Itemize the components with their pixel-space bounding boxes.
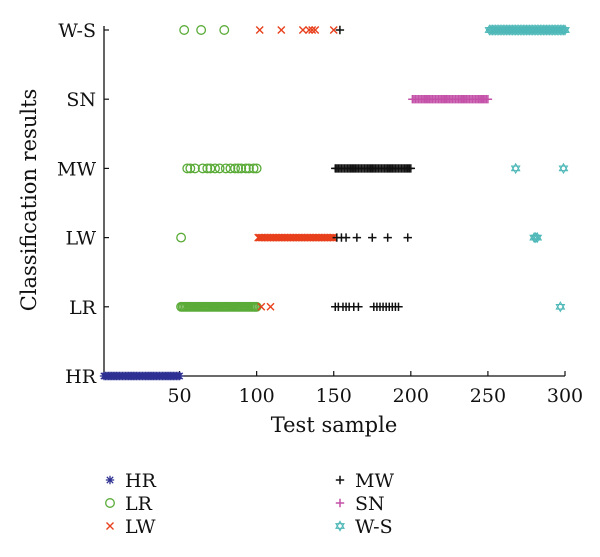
legend-label: W-S: [355, 516, 393, 538]
legend-item-w-s: W-S: [335, 516, 393, 538]
data-point: [328, 233, 337, 242]
data-point: [196, 25, 207, 35]
data-point: [185, 163, 196, 174]
data-point: [532, 231, 543, 244]
data-point: [308, 26, 317, 34]
data-point: [182, 163, 193, 174]
y-tick-label: W-S: [58, 20, 96, 42]
chart-marks: [99, 24, 570, 381]
data-point: [230, 163, 241, 174]
data-point: [236, 163, 247, 174]
y-tick-label: HR: [65, 366, 97, 388]
data-point: [251, 163, 262, 174]
legend-item-hr: HR: [105, 470, 157, 492]
data-point: [179, 25, 190, 35]
legend-marker: [335, 498, 345, 508]
x-tick-label: 150: [316, 385, 352, 407]
series-sn: [408, 95, 493, 104]
data-point: [202, 163, 213, 174]
data-point: [510, 162, 521, 175]
data-point: [277, 26, 286, 34]
legend-marker: [335, 520, 345, 532]
data-point: [214, 163, 225, 174]
x-tick-label: 50: [167, 385, 191, 407]
data-point: [341, 233, 351, 242]
legend-label: LW: [125, 516, 156, 538]
series-mw: [331, 25, 416, 311]
data-point: [311, 26, 320, 34]
legend-label: SN: [355, 493, 385, 515]
data-point: [190, 163, 200, 174]
data-point: [354, 302, 363, 311]
legend-marker: [105, 498, 115, 508]
legend-label: HR: [125, 470, 157, 492]
data-point: [558, 162, 569, 175]
y-tick-label: MW: [57, 158, 96, 180]
data-point: [326, 233, 335, 242]
data-point: [352, 233, 362, 242]
x-tick-label: 100: [239, 385, 275, 407]
data-point: [225, 163, 236, 174]
legend-item-sn: SN: [335, 493, 385, 515]
data-point: [555, 301, 566, 313]
y-axis-title: Classification results: [17, 89, 41, 312]
data-point: [197, 163, 208, 174]
legend-item-mw: MW: [335, 470, 394, 492]
legend-marker: [335, 475, 345, 485]
legend-item-lw: LW: [106, 516, 156, 538]
data-point: [219, 25, 230, 35]
data-point: [243, 163, 254, 174]
x-tick-label: 300: [547, 385, 583, 407]
data-point: [233, 163, 244, 174]
legend-label: LR: [125, 493, 153, 515]
y-tick-label: SN: [66, 89, 96, 111]
data-point: [329, 26, 338, 34]
data-point: [255, 26, 264, 34]
data-point: [403, 233, 412, 242]
y-tick-label: LW: [66, 228, 97, 250]
y-tick-label: LR: [69, 297, 97, 319]
data-point: [394, 302, 403, 311]
data-point: [335, 25, 345, 35]
x-tick-label: 200: [393, 385, 429, 407]
data-point: [257, 302, 266, 311]
data-point: [483, 95, 493, 104]
data-point: [305, 26, 314, 34]
x-axis-title: Test sample: [271, 413, 398, 437]
data-point: [176, 232, 187, 243]
series-w-s: [484, 24, 570, 313]
legend-marker: [105, 475, 115, 485]
data-point: [406, 164, 416, 173]
data-point: [248, 163, 259, 174]
series-lw: [254, 26, 338, 311]
legend-item-lr: LR: [105, 493, 153, 515]
data-point: [220, 163, 231, 174]
series-lr: [176, 25, 262, 312]
data-point: [210, 163, 220, 174]
data-point: [383, 233, 392, 242]
series-hr: [99, 371, 184, 381]
data-point: [175, 371, 184, 381]
legend-label: MW: [355, 470, 394, 492]
data-point: [266, 302, 275, 311]
legend-marker: [106, 522, 114, 530]
data-point: [240, 163, 251, 174]
axes: 50 100 150 200 250 300 HR LR LW MW SN W-S: [57, 20, 583, 407]
data-point: [205, 163, 216, 174]
x-tick-label: 250: [470, 385, 506, 407]
data-point: [368, 233, 377, 242]
data-point: [298, 26, 307, 34]
data-point: [560, 24, 570, 36]
